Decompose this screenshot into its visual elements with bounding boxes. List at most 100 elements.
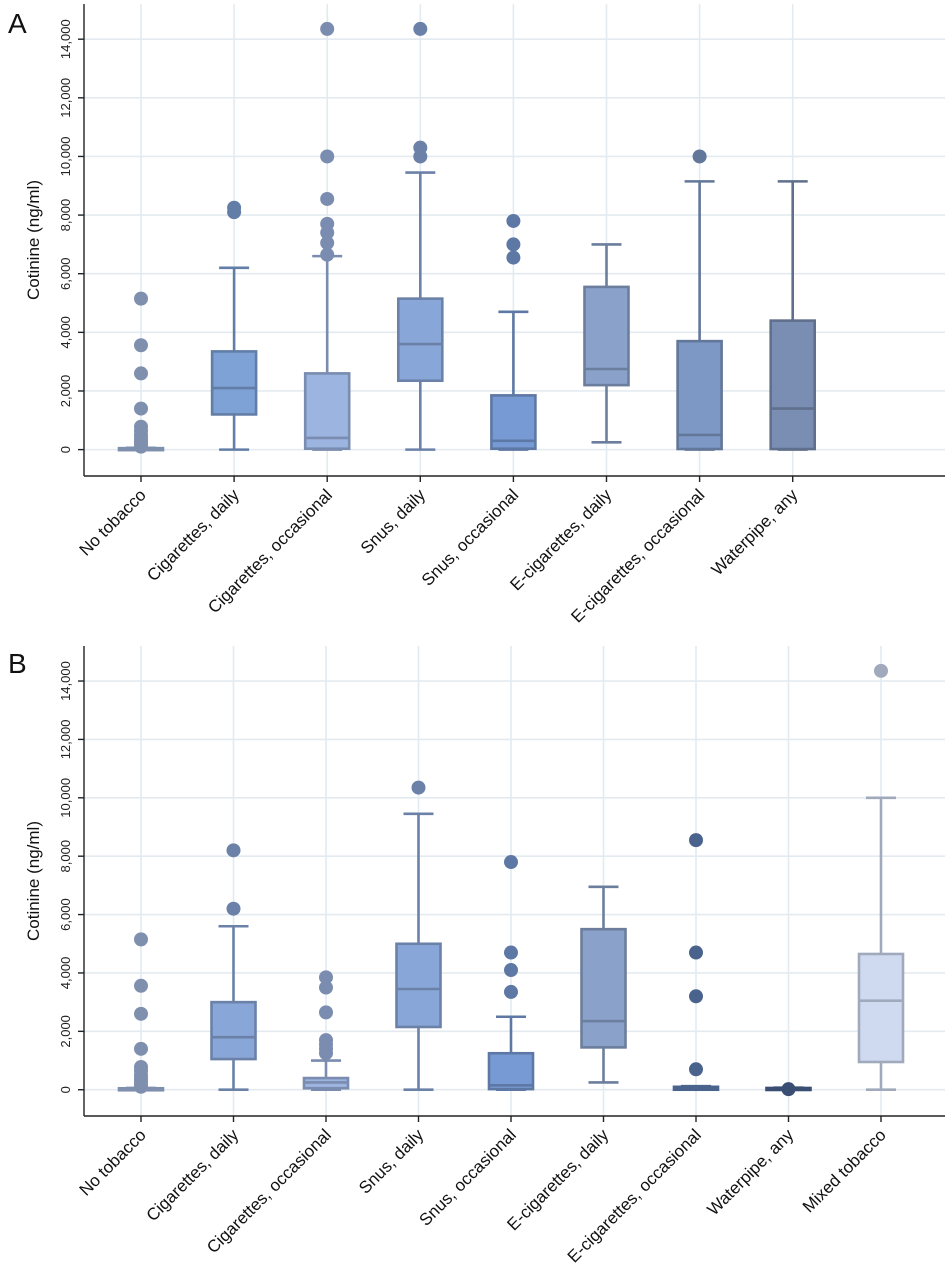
outlier-point	[319, 1005, 333, 1020]
box-iqr	[303, 372, 351, 451]
outlier-point	[319, 980, 333, 995]
box-plot	[303, 21, 351, 451]
y-tick-label: 14,000	[58, 19, 73, 59]
box-plot	[210, 843, 257, 1092]
box-plot	[302, 970, 350, 1092]
panel-label-a: A	[8, 8, 27, 39]
y-tick-label: 10,000	[58, 778, 73, 818]
y-tick-label: 4,000	[58, 316, 73, 349]
outlier-point	[413, 149, 428, 164]
outlier-point	[320, 191, 335, 206]
outlier-point	[506, 237, 521, 252]
outlier-point	[506, 250, 521, 265]
box-iqr	[580, 927, 627, 1049]
outlier-point	[320, 235, 335, 250]
outlier-point	[689, 833, 703, 848]
y-tick-label: 4,000	[58, 957, 73, 990]
outlier-point	[689, 945, 703, 960]
box-plot	[396, 21, 444, 451]
chart-b-svg: B 0 2,000 4,000 6,000 8,000 10,000 12,000 14,00…	[8, 646, 945, 1266]
box-plot	[117, 291, 165, 454]
box-iqr	[395, 942, 442, 1029]
box-plot	[210, 200, 258, 451]
box-plot	[765, 1082, 812, 1097]
box-iqr	[210, 350, 258, 416]
x-tick-label: Cigarettes, daily	[143, 1125, 243, 1225]
outlier-point	[506, 213, 521, 228]
outlier-point	[320, 225, 335, 240]
outlier-point	[781, 1082, 796, 1097]
y-tick-label: 8,000	[58, 840, 73, 873]
outlier-point	[134, 401, 148, 416]
outlier-point	[411, 780, 426, 795]
outlier-point	[692, 149, 707, 164]
box-plot	[583, 243, 630, 444]
y-tick-label: 0	[58, 446, 73, 453]
box-iqr	[676, 339, 723, 451]
outlier-point	[134, 1079, 148, 1094]
y-tick-label: 12,000	[58, 720, 73, 760]
box-plot	[487, 855, 535, 1092]
outlier-point	[504, 855, 518, 870]
outlier-point	[689, 989, 703, 1004]
outlier-point	[227, 200, 242, 215]
outlier-point	[134, 439, 148, 454]
outlier-point	[134, 978, 148, 993]
y-tick-label: 14,000	[58, 661, 73, 701]
y-tick-label: 12,000	[58, 78, 73, 118]
box-iqr	[487, 1051, 535, 1091]
outlier-point	[874, 663, 888, 678]
outlier-point	[504, 945, 518, 960]
x-tick-label: Snus, daily	[355, 1125, 428, 1198]
outlier-point	[134, 1006, 148, 1021]
box-plot	[490, 213, 537, 451]
chart-panel-b: B 0 2,000 4,000 6,000 8,000 10,000 12,000 14,00…	[0, 640, 945, 1280]
outlier-point	[320, 21, 335, 36]
outlier-point	[504, 984, 518, 999]
box-plot	[672, 833, 720, 1092]
box-plot	[580, 885, 627, 1084]
y-tick-label: 2,000	[58, 375, 73, 408]
box-iqr	[857, 952, 905, 1064]
outlier-point	[319, 1046, 333, 1061]
x-tick-label: Snus, occasional	[418, 485, 522, 589]
outlier-point	[504, 963, 518, 978]
outlier-point	[319, 970, 333, 985]
box-iqr	[769, 319, 817, 451]
outlier-point	[226, 901, 241, 916]
outlier-point	[320, 149, 335, 164]
outlier-point	[134, 1041, 148, 1056]
chart-panel-a: A 0 2,000 4,000 6,000 8,000 10,000 12,000 14,00…	[8, 4, 945, 626]
outlier-point	[134, 366, 148, 381]
box-plot	[117, 932, 165, 1094]
y-tick-label: 6,000	[58, 257, 73, 290]
x-tick-label: Waterpipe, any	[703, 1125, 797, 1219]
box-plot	[395, 780, 442, 1092]
x-tick-label: E-cigarettes, daily	[506, 485, 615, 594]
box-iqr	[583, 285, 630, 387]
outlier-point	[689, 1062, 703, 1077]
panel-label-b: B	[8, 648, 27, 679]
outlier-point	[134, 291, 148, 306]
box-plot	[857, 663, 905, 1092]
x-tick-label: Snus, daily	[357, 485, 430, 558]
outlier-point	[134, 932, 148, 947]
y-tick-label: 6,000	[58, 898, 73, 931]
box-iqr	[396, 297, 444, 383]
y-tick-label: 8,000	[58, 199, 73, 232]
box-plot	[676, 149, 723, 451]
chart-a-svg: A 0 2,000 4,000 6,000 8,000 10,000 12,000 14,00…	[8, 4, 945, 626]
x-tick-label: Snus, occasional	[416, 1125, 520, 1229]
y-tick-label: 0	[58, 1086, 73, 1093]
x-tick-label: Mixed tobacco	[799, 1125, 890, 1216]
x-tick-label: E-cigarettes, daily	[503, 1125, 612, 1234]
y-tick-label: 2,000	[58, 1015, 73, 1048]
x-tick-label: Cigarettes, daily	[143, 485, 243, 585]
x-tick-label: Waterpipe, any	[708, 485, 802, 579]
outlier-point	[134, 338, 148, 353]
x-tick-label: No tobacco	[76, 1125, 150, 1199]
box-iqr	[210, 1000, 257, 1061]
y-axis-title: Cotinine (ng/ml)	[24, 821, 43, 941]
outlier-point	[320, 247, 335, 262]
outlier-point	[226, 843, 241, 858]
